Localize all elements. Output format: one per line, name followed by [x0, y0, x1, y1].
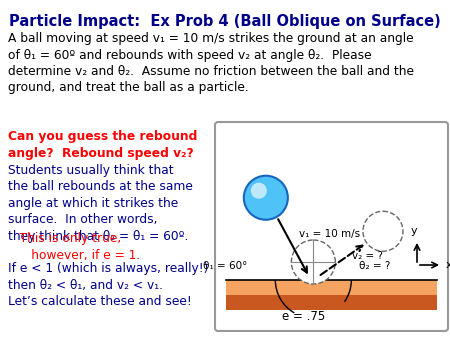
Circle shape: [363, 211, 403, 251]
Circle shape: [251, 183, 267, 199]
Text: x: x: [446, 260, 450, 270]
FancyBboxPatch shape: [215, 122, 448, 331]
Text: θ₁ = 60°: θ₁ = 60°: [203, 261, 248, 271]
Text: Particle Impact:  Ex Prob 4 (Ball Oblique on Surface): Particle Impact: Ex Prob 4 (Ball Oblique…: [9, 14, 441, 29]
Text: v₁ = 10 m/s: v₁ = 10 m/s: [299, 229, 360, 239]
Circle shape: [291, 240, 335, 284]
Bar: [226, 295, 437, 310]
Circle shape: [244, 176, 288, 220]
Text: Can you guess the rebound
angle?  Rebound speed v₂?: Can you guess the rebound angle? Rebound…: [8, 130, 198, 160]
Text: This is only true,
      however, if e = 1.: This is only true, however, if e = 1.: [8, 232, 140, 262]
Text: If e < 1 (which is always, really!)
then θ₂ < θ₁, and v₂ < v₁.
Let’s calculate t: If e < 1 (which is always, really!) then…: [8, 262, 208, 308]
Text: y: y: [411, 226, 417, 236]
Text: A ball moving at speed v₁ = 10 m/s strikes the ground at an angle
of θ₁ = 60º an: A ball moving at speed v₁ = 10 m/s strik…: [8, 32, 414, 95]
Text: v₂ = ?: v₂ = ?: [352, 251, 383, 261]
Text: e = .75: e = .75: [282, 310, 325, 322]
Text: Students usually think that
the ball rebounds at the same
angle at which it stri: Students usually think that the ball reb…: [8, 164, 193, 243]
Text: θ₂ = ?: θ₂ = ?: [360, 261, 391, 271]
Bar: [226, 280, 437, 295]
